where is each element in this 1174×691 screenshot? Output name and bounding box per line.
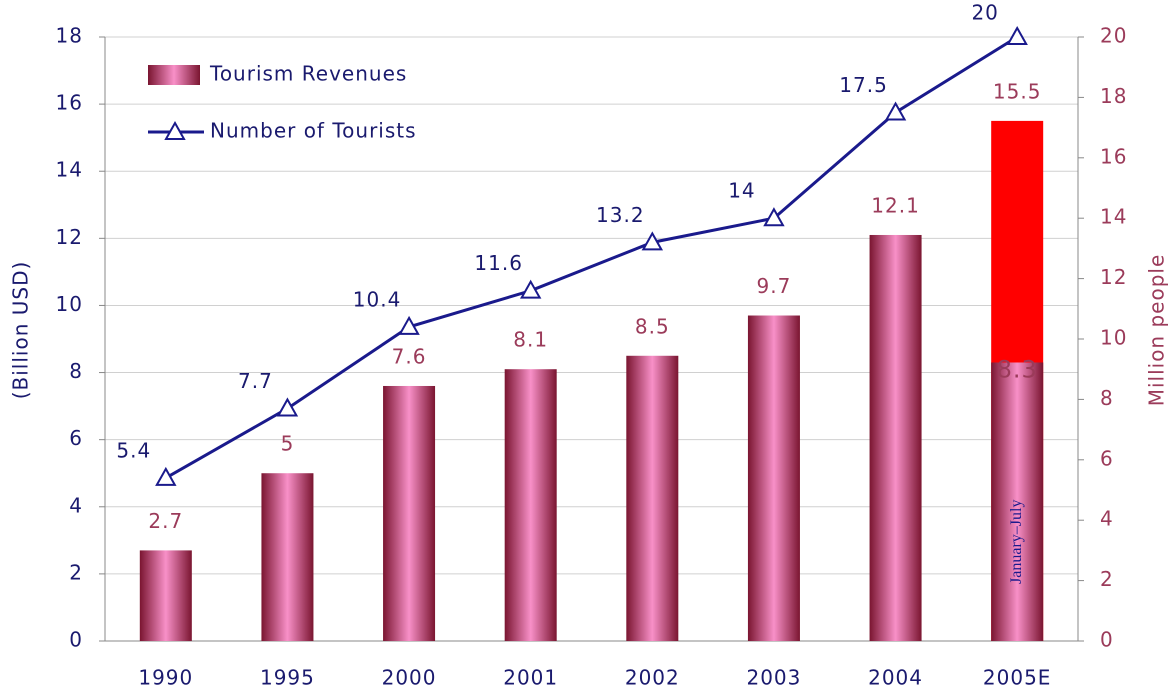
y-tick-label: 10 [56, 292, 83, 316]
legend-marker [164, 120, 186, 140]
legend-swatch [148, 65, 200, 85]
bar-value-label: 9.7 [757, 274, 792, 298]
marker [1006, 25, 1028, 45]
line-value-label: 10.4 [353, 287, 402, 311]
marker [519, 279, 542, 299]
line-value-label: 7.7 [238, 369, 273, 393]
y2-tick-label: 4 [1100, 507, 1114, 531]
bar-value-label: 7.6 [392, 344, 427, 368]
marker [763, 207, 785, 227]
y2-tick-label: 20 [1100, 24, 1127, 48]
y2-tick-label: 16 [1100, 144, 1127, 168]
partial-label: January–July [1008, 500, 1025, 584]
marker [641, 231, 664, 251]
y2-tick-label: 10 [1100, 326, 1127, 350]
line [165, 35, 1018, 480]
marker [276, 397, 299, 417]
y-tick-label: 4 [69, 493, 83, 517]
line-value-label: 17.5 [839, 73, 888, 97]
bar-value-label: 5 [281, 432, 295, 456]
bar [626, 355, 679, 641]
x-tick-label: 1990 [138, 666, 193, 690]
bar [139, 550, 192, 641]
bar-value-label: 15.5 [993, 79, 1042, 103]
partial-bar [991, 362, 1044, 641]
y2-tick-label: 0 [1100, 628, 1114, 652]
y-axis-label: (Billion USD) [9, 261, 33, 400]
bar-value-label: 12.1 [871, 193, 920, 217]
y-tick-label: 0 [69, 628, 83, 652]
partial-value-label: 8.3 [997, 355, 1038, 383]
bar [383, 385, 436, 641]
legend-label: Tourism Revenues [209, 62, 407, 86]
line-value-label: 13.2 [596, 203, 645, 227]
line-value-label: 14 [728, 179, 755, 203]
bar-value-label: 2.7 [148, 509, 183, 533]
y-tick-label: 8 [69, 359, 83, 383]
bar-value-label: 8.1 [513, 328, 548, 352]
bar [869, 234, 922, 641]
bar [504, 369, 557, 641]
line-value-label: 5.4 [116, 438, 151, 462]
x-tick-label: 2000 [382, 666, 437, 690]
x-tick-label: 1995 [260, 666, 315, 690]
x-tick-label: 2005E [983, 666, 1052, 690]
line-value-label: 11.6 [474, 251, 523, 275]
y2-tick-label: 2 [1100, 567, 1114, 591]
bar-value-label: 8.5 [635, 314, 670, 338]
bar [261, 473, 314, 641]
y2-axis-label: Million people [1145, 254, 1169, 407]
y-tick-label: 18 [56, 24, 83, 48]
y-tick-label: 2 [69, 560, 83, 584]
x-tick-label: 2004 [868, 666, 923, 690]
y2-tick-label: 6 [1100, 446, 1114, 470]
y2-tick-label: 8 [1100, 386, 1114, 410]
marker [884, 101, 907, 121]
y-tick-label: 16 [56, 91, 83, 115]
y-tick-label: 14 [56, 158, 83, 182]
marker [155, 466, 177, 486]
marker [398, 315, 420, 335]
legend-label: Number of Tourists [210, 119, 417, 143]
y-tick-label: 12 [56, 225, 83, 249]
y2-tick-label: 12 [1100, 265, 1127, 289]
x-tick-label: 2003 [746, 666, 801, 690]
y2-tick-label: 18 [1100, 84, 1127, 108]
x-tick-label: 2001 [503, 666, 558, 690]
bar [747, 315, 800, 641]
y2-tick-label: 14 [1100, 205, 1127, 229]
line-value-label: 20 [971, 1, 998, 25]
y-tick-label: 6 [69, 426, 83, 450]
x-tick-label: 2002 [625, 666, 680, 690]
